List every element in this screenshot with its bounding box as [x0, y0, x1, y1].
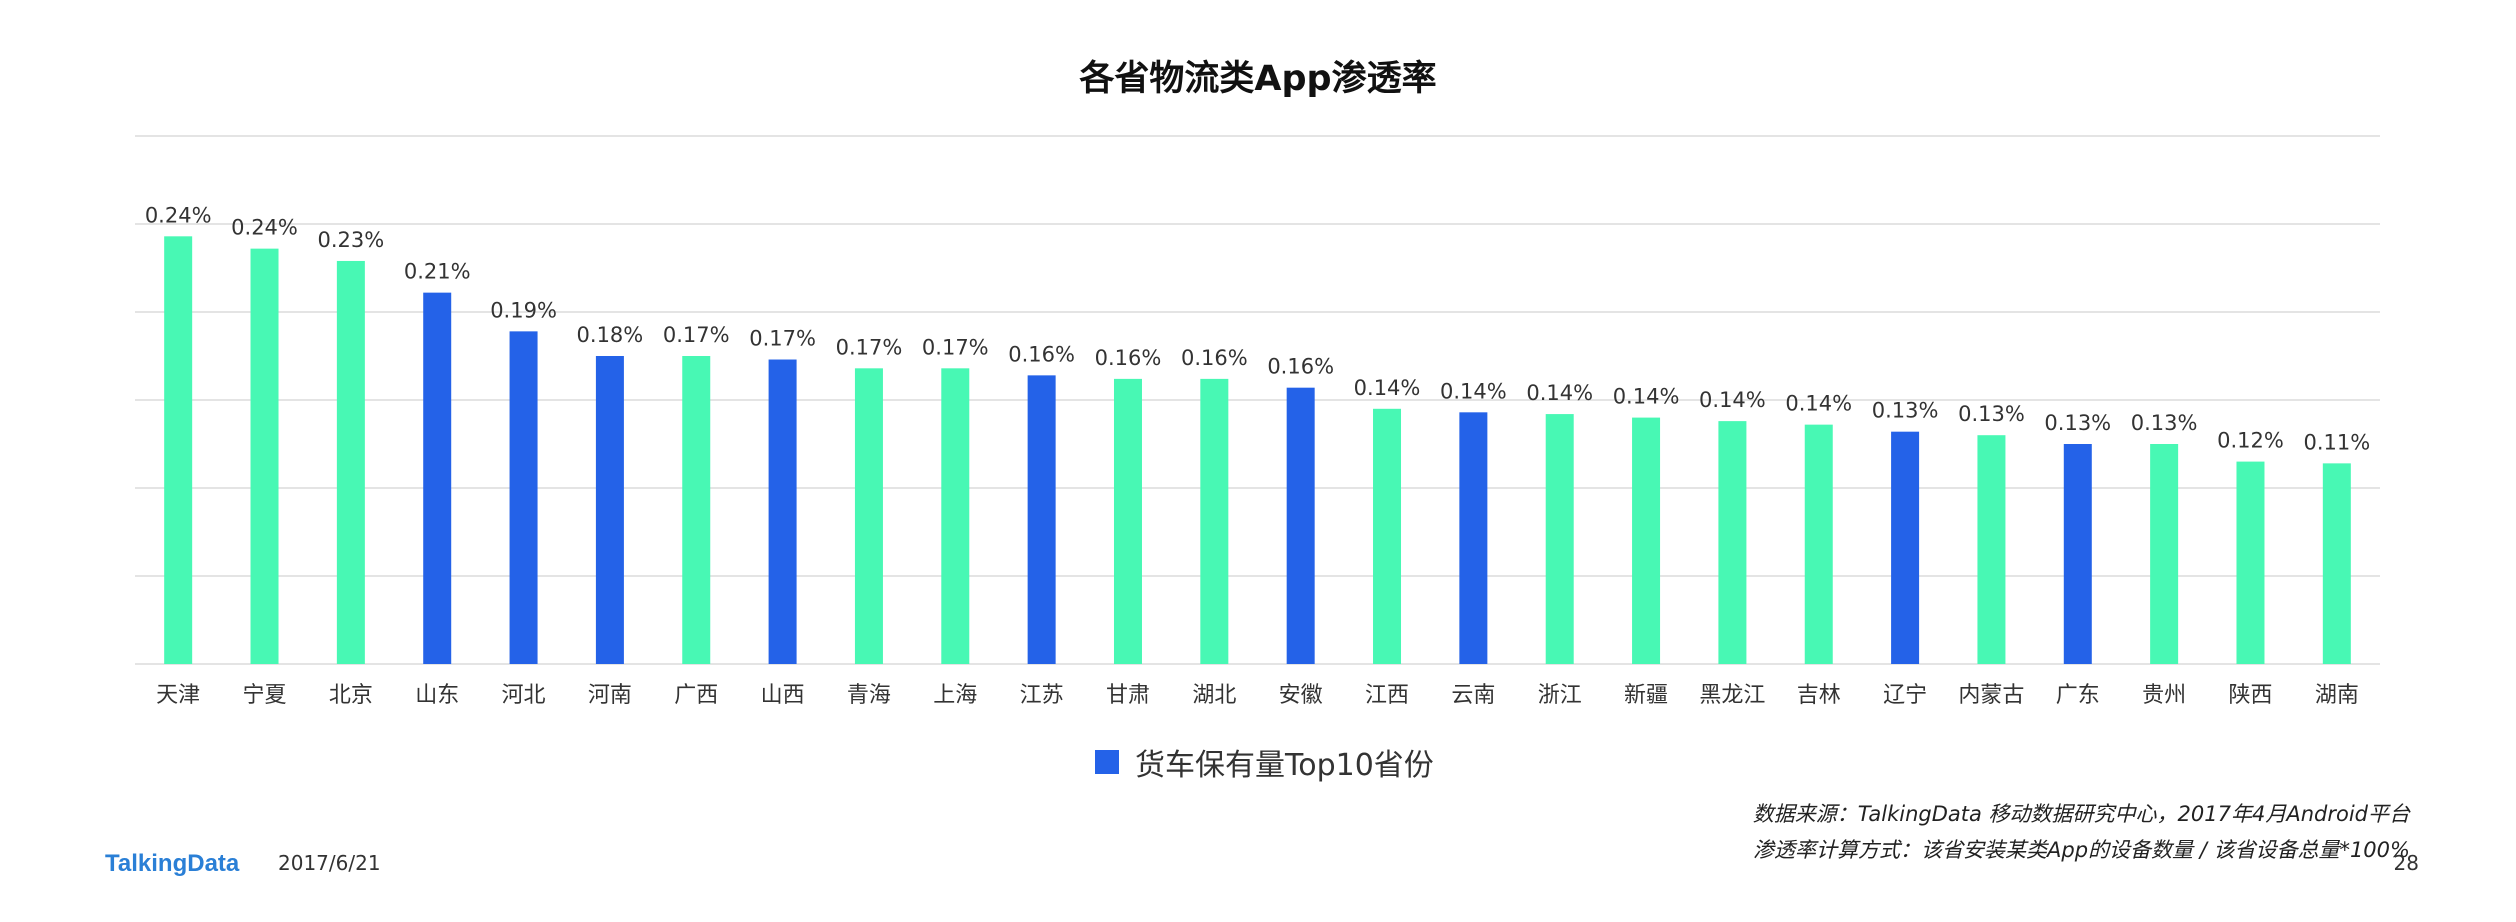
bar-天津	[164, 236, 193, 664]
bar-辽宁	[1891, 431, 1920, 664]
bar-江西	[1373, 408, 1402, 664]
bar-湖南	[2322, 463, 2351, 664]
page-number: 28	[2393, 851, 2419, 875]
category-label: 山东	[415, 683, 459, 708]
talkingdata-logo: TalkingData	[105, 850, 240, 877]
category-label: 广东	[2056, 683, 2100, 708]
data-label: 0.17%	[922, 335, 989, 359]
report-date: 2017/6/21	[278, 851, 381, 875]
category-label: 甘肃	[1106, 683, 1150, 708]
category-label: 吉林	[1797, 683, 1841, 708]
category-label: 江西	[1365, 683, 1409, 708]
category-label: 贵州	[2142, 683, 2186, 708]
data-label: 0.13%	[1872, 399, 1939, 423]
category-label: 北京	[329, 683, 373, 708]
data-label: 0.13%	[1958, 402, 2025, 426]
bar-山东	[423, 292, 452, 664]
data-label: 0.24%	[145, 203, 212, 227]
data-label: 0.14%	[1440, 379, 1507, 403]
data-label: 0.14%	[1613, 385, 1680, 409]
data-label: 0.14%	[1699, 388, 1766, 412]
legend-label: 货车保有量Top10省份	[1135, 748, 1434, 783]
data-label: 0.16%	[1008, 342, 1075, 366]
category-label: 安徽	[1279, 683, 1323, 708]
bar-广西	[682, 356, 711, 664]
category-label: 河南	[588, 683, 632, 708]
source-line-1: 数据来源：TalkingData 移动数据研究中心，2017年4月Android…	[1752, 802, 2410, 826]
data-label: 0.13%	[2044, 411, 2111, 435]
bar-广东	[2063, 444, 2092, 664]
category-label: 黑龙江	[1699, 683, 1765, 708]
category-label: 陕西	[2228, 683, 2272, 708]
category-label: 青海	[847, 683, 891, 708]
category-label: 浙江	[1538, 683, 1582, 708]
bar-湖北	[1200, 378, 1229, 664]
data-label: 0.17%	[749, 327, 816, 351]
data-label: 0.16%	[1267, 355, 1334, 379]
chart-title: 各省物流类App渗透率	[1079, 59, 1437, 99]
category-label: 新疆	[1624, 683, 1668, 708]
data-label: 0.21%	[404, 260, 471, 284]
category-label: 河北	[502, 683, 546, 708]
data-label: 0.14%	[1354, 376, 1421, 400]
data-label: 0.16%	[1095, 346, 1162, 370]
bar-吉林	[1804, 424, 1833, 664]
data-label: 0.17%	[663, 323, 730, 347]
data-label: 0.11%	[2303, 430, 2370, 454]
data-label: 0.17%	[836, 335, 903, 359]
bar-江苏	[1027, 375, 1056, 664]
data-label: 0.13%	[2131, 411, 2198, 435]
bar-浙江	[1545, 414, 1574, 664]
category-label: 内蒙古	[1958, 683, 2024, 708]
category-label: 上海	[933, 683, 977, 708]
category-label: 天津	[156, 683, 200, 708]
source-line-2: 渗透率计算方式：该省安装某类App的设备数量 / 该省设备总量*100%	[1753, 838, 2410, 862]
data-label: 0.14%	[1526, 381, 1593, 405]
bar-新疆	[1632, 417, 1661, 664]
data-label: 0.16%	[1181, 346, 1248, 370]
data-source-note: 数据来源：TalkingData 移动数据研究中心，2017年4月Android…	[1753, 796, 2410, 868]
bar-北京	[336, 260, 365, 664]
bar-山西	[768, 359, 797, 664]
bar-上海	[941, 368, 970, 664]
bar-河南	[595, 356, 624, 664]
category-label: 云南	[1451, 683, 1495, 708]
legend-swatch	[1095, 750, 1119, 774]
bar-黑龙江	[1718, 421, 1747, 664]
category-label: 湖北	[1192, 683, 1236, 708]
bar-甘肃	[1113, 378, 1142, 664]
data-label: 0.23%	[318, 228, 385, 252]
category-label: 辽宁	[1883, 683, 1927, 708]
bar-贵州	[2150, 444, 2179, 664]
bar-宁夏	[250, 248, 279, 664]
category-label: 湖南	[2315, 683, 2359, 708]
bar-河北	[509, 331, 538, 664]
bar-安徽	[1286, 387, 1315, 664]
bar-内蒙古	[1977, 435, 2006, 664]
data-label: 0.24%	[231, 216, 298, 240]
category-label: 宁夏	[243, 683, 287, 708]
category-label: 江苏	[1020, 683, 1064, 708]
data-label: 0.19%	[490, 298, 557, 322]
data-label: 0.12%	[2217, 429, 2284, 453]
data-label: 0.18%	[577, 323, 644, 347]
legend: 货车保有量Top10省份	[1095, 740, 1434, 784]
category-label: 广西	[674, 683, 718, 708]
data-label: 0.14%	[1785, 392, 1852, 416]
bar-青海	[854, 368, 883, 664]
category-label: 山西	[761, 683, 805, 708]
bar-陕西	[2236, 461, 2265, 664]
bar-云南	[1459, 412, 1488, 664]
